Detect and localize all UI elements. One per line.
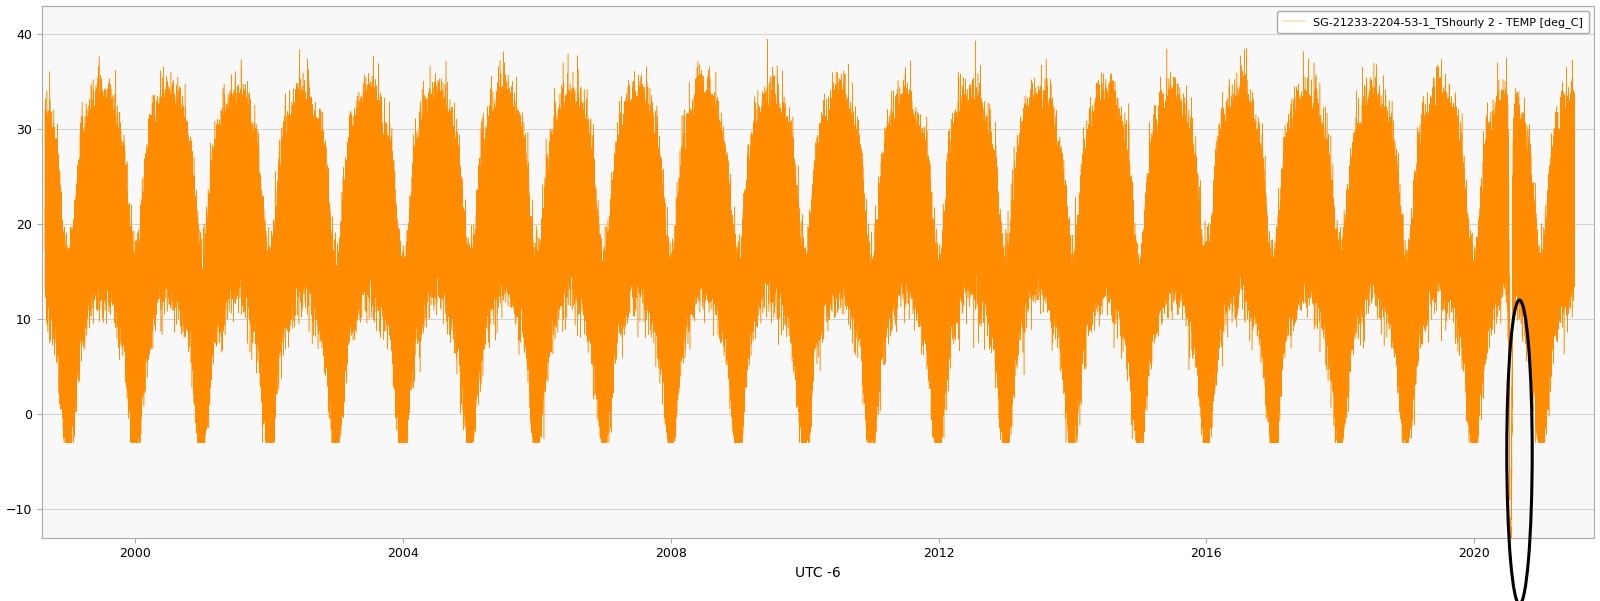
SG-21233-2204-53-1_TShourly 2 - TEMP [deg_C] (722, 270, 741, 278)
SG-21233-2204-53-1_TShourly 2 - TEMP [deg_C] (126, 373, 146, 380)
SG-21233-2204-53-1_TShourly 2 - TEMP [deg_C] (1522, 251, 1541, 258)
SG-21233-2204-53-1_TShourly 2 - TEMP [deg_C] (362, 221, 381, 228)
SG-21233-2204-53-1_TShourly 2 - TEMP [deg_C] (1565, 257, 1584, 264)
SG-21233-2204-53-1_TShourly 2 - TEMP [deg_C] (216, 277, 235, 284)
SG-21233-2204-53-1_TShourly 2 - TEMP [deg_C] (1166, 227, 1186, 234)
SG-21233-2204-53-1_TShourly 2 - TEMP [deg_C] (35, 204, 54, 211)
X-axis label: UTC -6: UTC -6 (795, 566, 842, 580)
Line: SG-21233-2204-53-1_TShourly 2 - TEMP [deg_C]: SG-21233-2204-53-1_TShourly 2 - TEMP [de… (45, 39, 1574, 601)
SG-21233-2204-53-1_TShourly 2 - TEMP [deg_C] (758, 35, 778, 43)
Legend: SG-21233-2204-53-1_TShourly 2 - TEMP [deg_C]: SG-21233-2204-53-1_TShourly 2 - TEMP [de… (1277, 11, 1589, 33)
